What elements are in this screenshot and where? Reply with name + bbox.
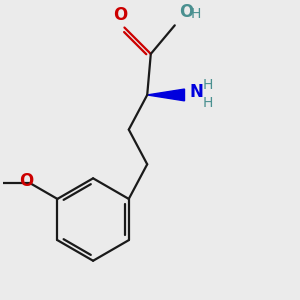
Text: O: O [113, 6, 128, 24]
Text: H: H [190, 8, 201, 21]
Text: H: H [202, 96, 212, 110]
Text: O: O [179, 3, 193, 21]
Text: H: H [202, 78, 212, 92]
Text: O: O [19, 172, 33, 190]
Text: N: N [189, 83, 203, 101]
Polygon shape [147, 89, 184, 101]
